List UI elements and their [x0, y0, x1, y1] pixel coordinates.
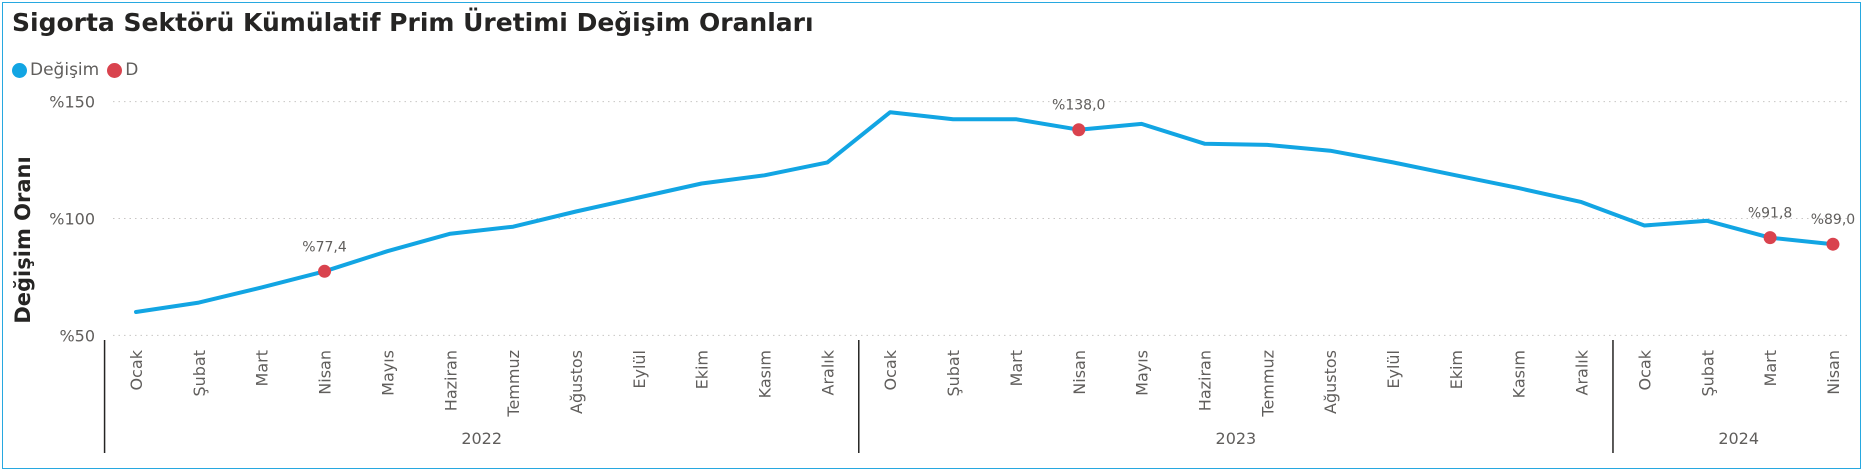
x-tick-label: Nisan	[1070, 350, 1089, 395]
legend-marker-degisim	[12, 62, 27, 78]
x-tick-label: Mayıs	[378, 350, 397, 396]
x-tick-label: Temmuz	[504, 350, 523, 418]
x-tick-label: Temmuz	[1258, 350, 1277, 418]
x-tick-label: Kasım	[756, 350, 775, 398]
x-tick-label: Mayıs	[1133, 350, 1152, 396]
x-tick-label: Ekim	[693, 350, 712, 389]
x-tick-label: Kasım	[1510, 350, 1529, 398]
data-label: %77,4	[302, 239, 347, 255]
legend-label-degisim: Değişim	[30, 60, 100, 80]
x-tick-label: Mart	[253, 350, 272, 386]
year-label: 2022	[461, 429, 502, 448]
data-point-marker[interactable]	[1763, 231, 1777, 245]
x-tick-label: Şubat	[190, 350, 209, 397]
x-tick-label: Ocak	[127, 349, 146, 390]
data-label: %91,8	[1748, 206, 1792, 222]
x-tick-label: Eylül	[1384, 350, 1403, 389]
x-tick-label: Ağustos	[567, 350, 586, 414]
legend-item-degisim[interactable]: Değişim	[12, 60, 99, 80]
data-label: %89,0	[1811, 212, 1855, 228]
y-tick-label: %50	[59, 326, 95, 345]
x-tick-label: Şubat	[1698, 350, 1717, 397]
data-point-marker[interactable]	[318, 264, 332, 278]
x-tick-label: Haziran	[1195, 350, 1214, 411]
x-tick-label: Mart	[1007, 350, 1026, 386]
x-tick-label: Aralık	[1573, 349, 1592, 395]
legend-item-d[interactable]: D	[107, 60, 138, 80]
series-line-degisim[interactable]	[134, 110, 1835, 314]
year-label: 2023	[1216, 429, 1257, 448]
x-tick-label: Ocak	[881, 349, 900, 390]
data-point-marker[interactable]	[1072, 123, 1086, 137]
x-tick-label: Şubat	[944, 350, 963, 397]
x-tick-label: Eylül	[630, 350, 649, 389]
x-tick-label: Nisan	[1824, 350, 1843, 395]
legend-label-d: D	[125, 60, 139, 80]
x-tick-label: Ağustos	[1321, 350, 1340, 414]
x-tick-label: Ocak	[1635, 349, 1654, 390]
data-point-marker[interactable]	[1826, 237, 1840, 251]
x-tick-label: Aralık	[818, 349, 837, 395]
x-tick-label: Nisan	[316, 350, 335, 395]
x-tick-label: Haziran	[441, 350, 460, 411]
chart-title: Sigorta Sektörü Kümülatif Prim Üretimi D…	[12, 8, 814, 37]
data-label: %138,0	[1052, 98, 1105, 114]
y-tick-label: %100	[49, 210, 95, 229]
y-tick-label: %150	[49, 93, 95, 112]
legend-marker-d	[107, 62, 123, 78]
y-axis-title: Değişim Oranı	[11, 156, 35, 323]
legend: Değişim D	[12, 60, 146, 80]
year-label: 2024	[1718, 429, 1759, 448]
x-tick-label: Ekim	[1447, 350, 1466, 389]
x-tick-label: Mart	[1761, 350, 1780, 386]
